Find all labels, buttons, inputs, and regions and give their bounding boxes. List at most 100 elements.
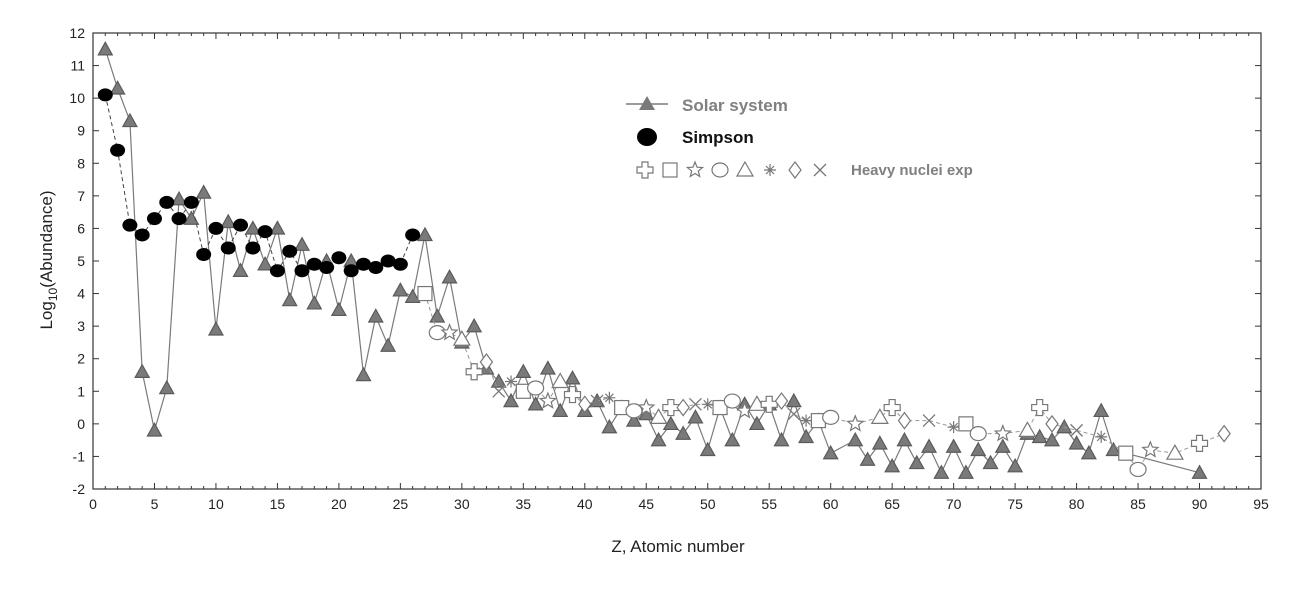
heavy-point — [969, 426, 987, 442]
solar-point — [896, 431, 913, 447]
heavy-point — [452, 329, 471, 346]
solar-point — [416, 226, 433, 242]
solar-point — [1031, 428, 1048, 444]
heavy-point — [1045, 414, 1059, 433]
x-tick-label: 0 — [89, 496, 97, 512]
solar-point — [1080, 444, 1097, 460]
solar-point — [97, 41, 114, 56]
solar-point — [699, 441, 716, 457]
simpson-point — [282, 244, 298, 258]
solar-point — [1093, 402, 1110, 418]
heavy-point — [637, 397, 656, 416]
solar-point — [466, 317, 483, 333]
solar-point — [675, 425, 692, 440]
solar-point — [650, 431, 667, 447]
x-axis-title: Z, Atomic number — [611, 537, 745, 556]
heavy-point — [958, 416, 974, 432]
solar-point — [404, 288, 421, 304]
solar-point — [158, 379, 175, 395]
solar-point — [945, 438, 962, 453]
simpson-point — [257, 225, 273, 239]
legend-label-solar: Solar system — [682, 96, 788, 115]
x-tick-label: 65 — [884, 496, 900, 512]
filled-circle-icon — [637, 128, 657, 146]
heavy-point — [676, 398, 690, 417]
heavy-point — [492, 384, 506, 398]
simpson-point — [233, 218, 249, 232]
x-tick-label: 50 — [700, 496, 716, 512]
heavy-point — [822, 409, 840, 425]
y-tick-label: 10 — [69, 90, 85, 106]
x-axis-ticks: 0 5 10 15 20 25 30 35 40 45 50 55 60 65 70 75 80 85 90 95 — [89, 33, 1269, 512]
y-tick-label: 6 — [77, 220, 85, 236]
square-icon — [662, 162, 678, 178]
heavy-point — [1217, 424, 1231, 443]
solar-point — [908, 454, 925, 470]
simpson-point — [269, 264, 285, 278]
legend-entry-solar: Solar system — [626, 96, 788, 115]
solar-point — [429, 308, 446, 323]
y-tick-label: 11 — [70, 58, 85, 74]
simpson-point — [171, 212, 187, 226]
solar-point — [884, 457, 901, 473]
x-tick-label: 95 — [1253, 496, 1269, 512]
solar-point — [564, 370, 581, 385]
series-heavy-nuclei — [417, 285, 1231, 478]
simpson-point — [392, 257, 408, 271]
solar-point — [785, 392, 802, 408]
simpson-point — [343, 264, 359, 278]
solar-point — [527, 396, 544, 411]
snowflake-icon — [764, 164, 776, 176]
simpson-point — [196, 247, 212, 261]
plot-border — [92, 32, 1262, 490]
solar-point — [687, 409, 704, 424]
solar-point — [539, 360, 556, 375]
simpson-point — [220, 241, 236, 255]
x-tick-label: 15 — [270, 496, 286, 512]
simpson-point — [110, 143, 126, 157]
heavy-point — [846, 414, 865, 432]
x-tick-label: 45 — [638, 496, 654, 512]
solar-point — [1007, 457, 1024, 473]
legend-entry-heavy-symbols — [636, 160, 827, 179]
solar-point — [822, 444, 839, 460]
solar-point — [1068, 435, 1085, 450]
heavy-point — [701, 398, 714, 411]
solar-point — [244, 220, 261, 235]
solar-point — [724, 431, 741, 447]
simpson-point — [380, 254, 396, 268]
simpson-point — [97, 88, 113, 102]
heavy-point — [578, 395, 592, 414]
solar-point — [552, 402, 569, 418]
heavy-point — [1165, 443, 1184, 460]
legend-label-heavy: Heavy nuclei exp — [851, 162, 973, 179]
simpson-point — [134, 228, 150, 242]
solar-point — [441, 269, 458, 284]
solar-point — [257, 256, 274, 271]
heavy-point — [947, 421, 960, 434]
heavy-point — [870, 408, 889, 424]
heavy-point — [1129, 461, 1147, 478]
solar-point — [1056, 418, 1073, 434]
heavy-point — [551, 372, 570, 389]
y-tick-label: 12 — [69, 25, 85, 41]
heavy-point — [538, 391, 558, 409]
simpson-point — [294, 264, 310, 278]
solar-point — [367, 308, 384, 323]
solar-point — [982, 454, 999, 470]
heavy-point — [1070, 423, 1084, 437]
solar-point — [355, 366, 372, 382]
star-icon — [685, 160, 705, 178]
y-tick-label: -1 — [73, 448, 86, 464]
heavy-point — [1118, 445, 1134, 461]
y-tick-label: 5 — [77, 253, 85, 269]
heavy-point — [417, 285, 433, 302]
solar-point — [994, 438, 1011, 453]
solar-point — [269, 220, 286, 235]
solar-point — [859, 451, 876, 466]
heavy-point — [1190, 434, 1209, 452]
x-tick-label: 80 — [1069, 496, 1085, 512]
heavy-point — [590, 394, 604, 408]
y-tick-label: 2 — [77, 351, 85, 367]
simpson-point — [405, 228, 421, 242]
